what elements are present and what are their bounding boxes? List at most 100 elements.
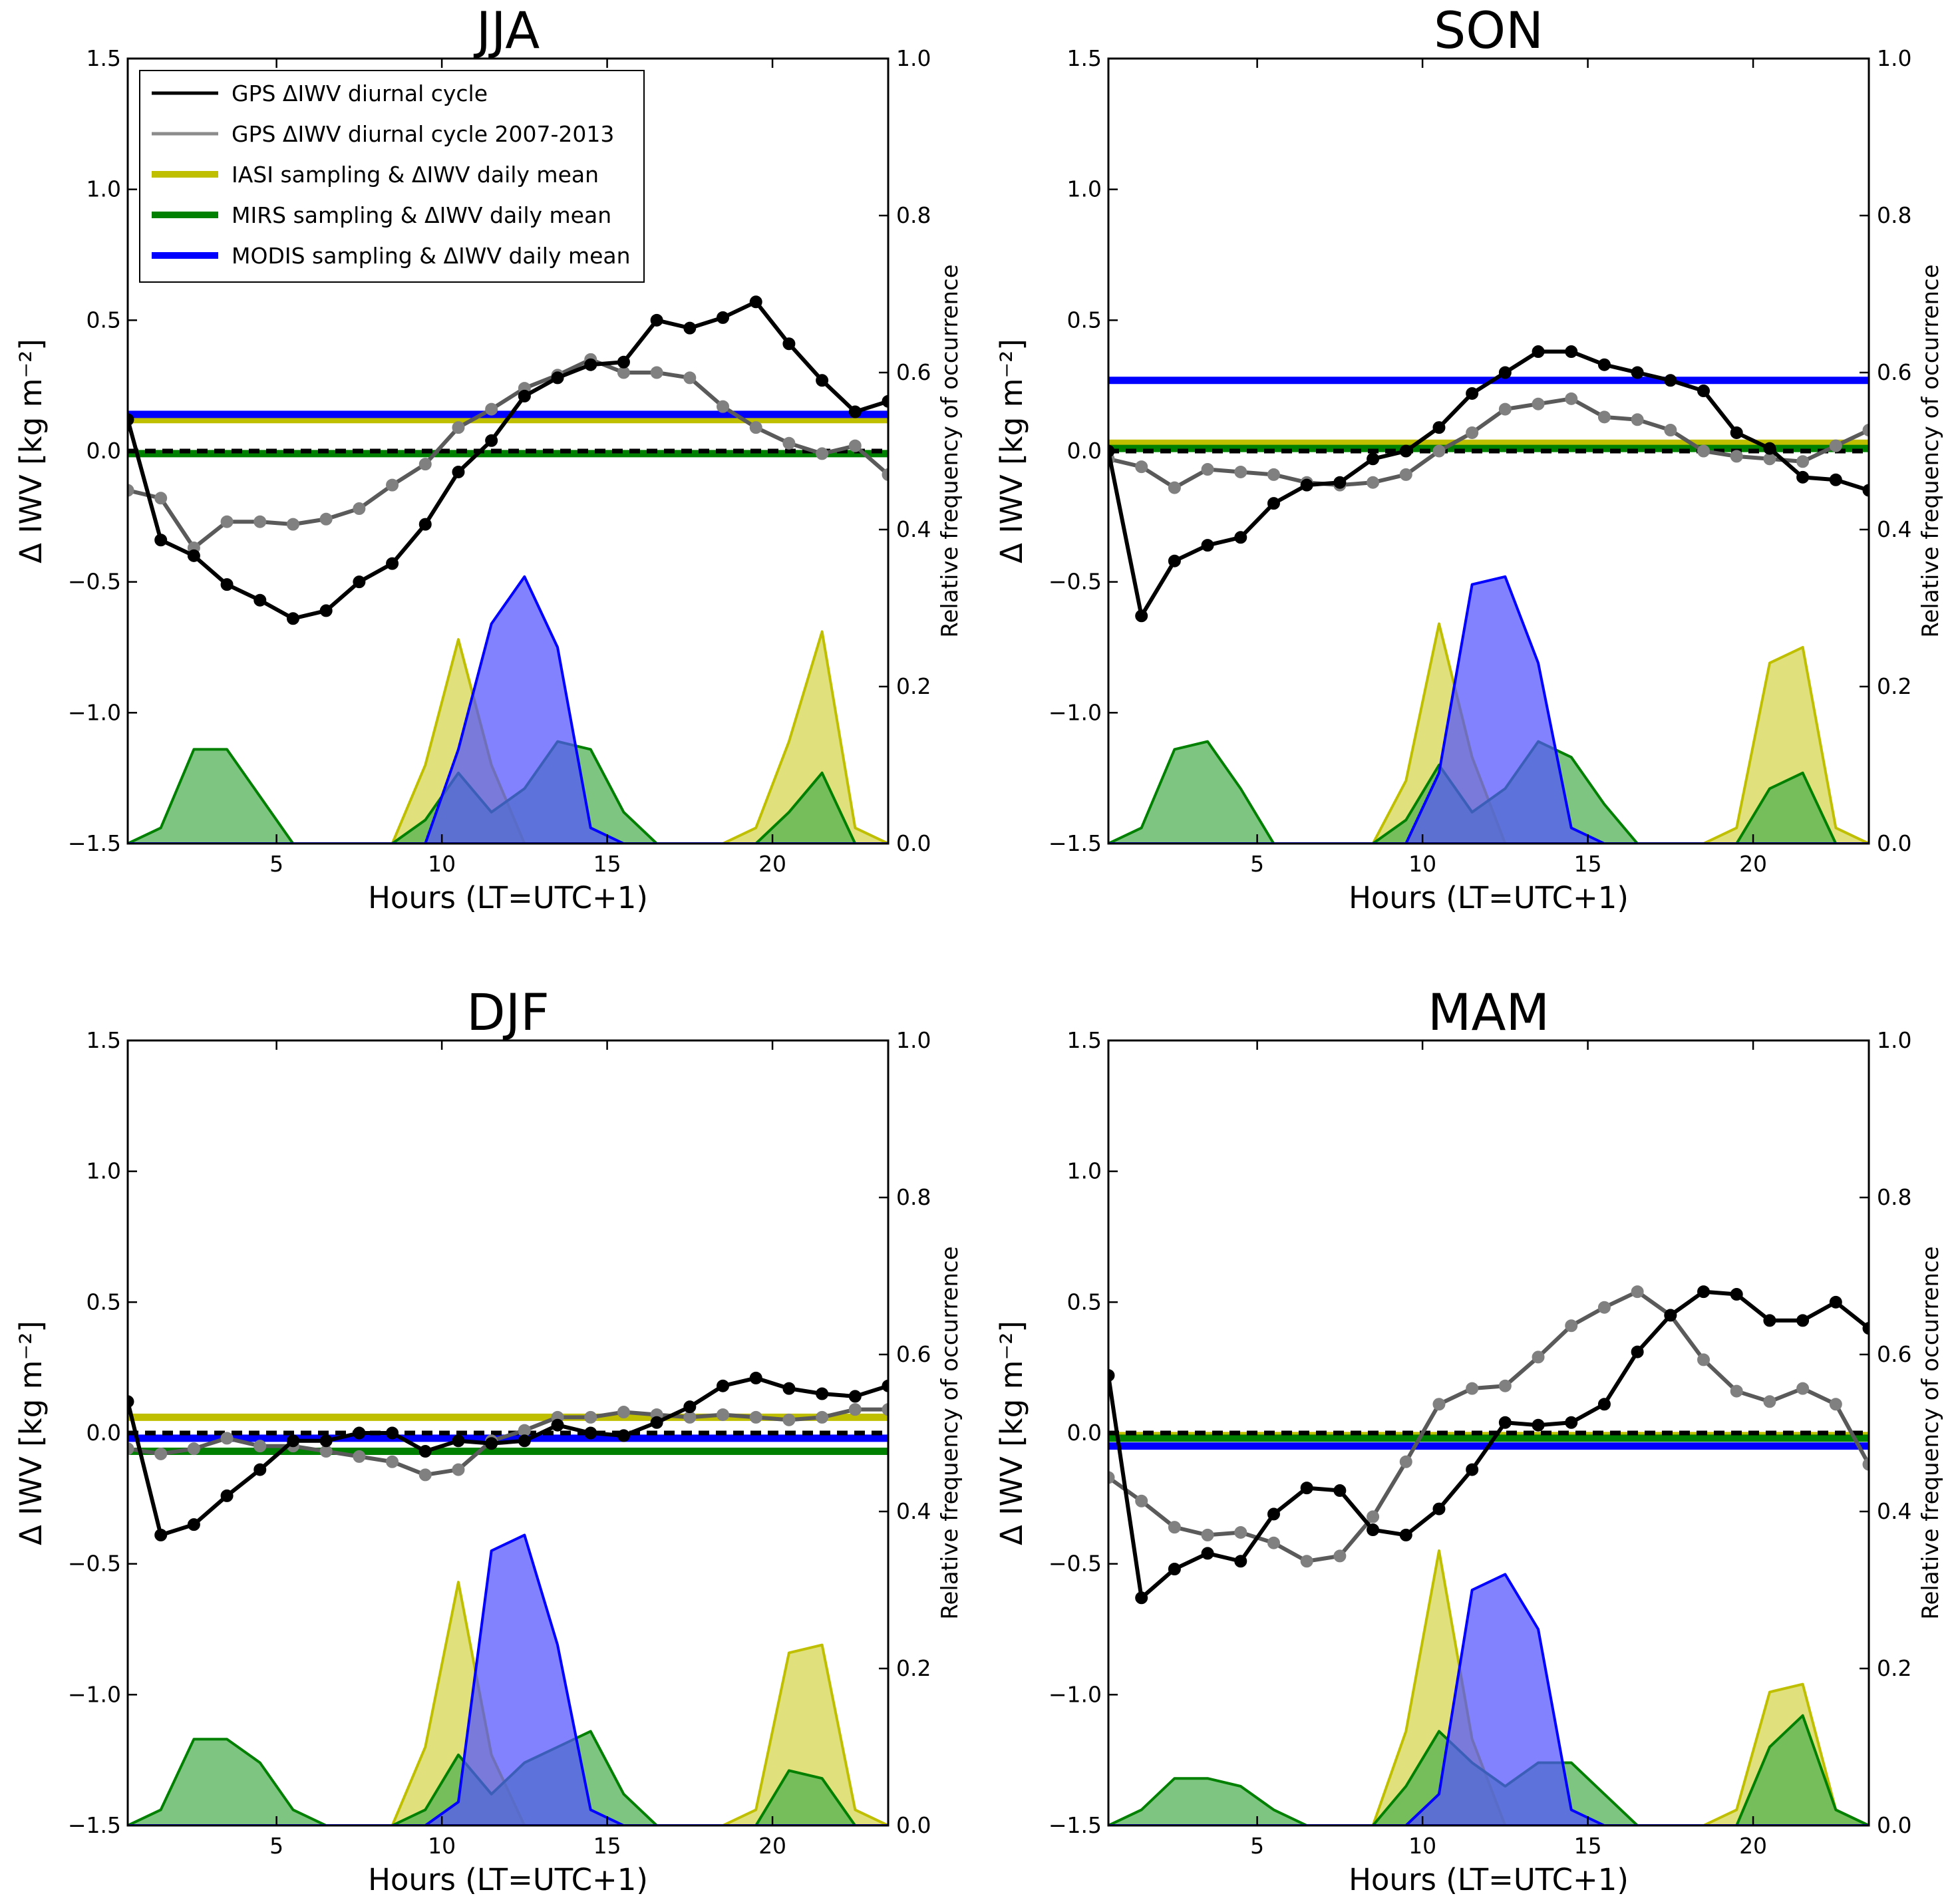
gps-clim-point: [1597, 1301, 1611, 1314]
gps-point: [1201, 1547, 1214, 1560]
x-tick-label: 10: [428, 1833, 456, 1859]
gps-point: [1597, 1398, 1611, 1411]
gps-point: [584, 1426, 597, 1440]
legend-label: IASI sampling & ΔIWV daily mean: [232, 162, 599, 188]
gps-point: [1300, 478, 1313, 492]
gps-point: [1399, 444, 1412, 458]
gps-point: [1108, 1368, 1115, 1382]
gps-clim-point: [717, 400, 730, 413]
gps-clim-point: [1267, 1536, 1280, 1549]
gps-clim-point: [452, 1463, 465, 1476]
gps-point: [816, 374, 829, 387]
gps-clim-point: [848, 1403, 862, 1416]
y-tick-label: −1.0: [68, 699, 121, 725]
gps-point: [128, 413, 134, 426]
gps-point: [1565, 345, 1578, 359]
gps-point: [650, 1416, 663, 1429]
x-axis-label: Hours (LT=UTC+1): [368, 1862, 648, 1897]
gps-point: [1829, 473, 1842, 486]
y2-tick-label: 0.6: [896, 359, 931, 385]
gps-point: [717, 311, 730, 324]
gps-clim-point: [1135, 1494, 1148, 1507]
gps-clim-point: [1108, 1471, 1115, 1484]
gps-clim-point: [1796, 455, 1810, 468]
y-tick-label: 0.0: [1067, 1420, 1102, 1446]
gps-clim-point: [319, 512, 333, 526]
gps-point: [1829, 1295, 1842, 1309]
gps-point: [1367, 452, 1380, 466]
x-axis-label: Hours (LT=UTC+1): [1349, 880, 1629, 915]
gps-point: [1466, 1463, 1479, 1476]
y2-tick-label: 0.6: [1877, 1341, 1911, 1367]
gps-clim-point: [1498, 402, 1512, 416]
y-tick-label: −0.5: [68, 569, 121, 595]
gps-clim-point: [782, 436, 796, 450]
gps-clim-point: [1201, 1528, 1214, 1541]
y2-tick-label: 0.2: [896, 673, 931, 699]
gps-point: [1796, 1314, 1810, 1327]
y-tick-label: −1.5: [1049, 830, 1102, 856]
gps-point: [187, 549, 200, 562]
gps-clim-line: [1108, 1289, 1869, 1563]
gps-clim-point: [452, 421, 465, 434]
y-tick-label: 0.0: [86, 1420, 121, 1446]
gps-clim-point: [1432, 444, 1446, 458]
gps-point: [386, 1426, 399, 1440]
gps-clim-point: [882, 468, 888, 481]
y-tick-label: 0.0: [1067, 438, 1102, 464]
y2-tick-label: 0.0: [1877, 1812, 1911, 1838]
y-tick-label: −1.5: [68, 830, 121, 856]
gps-clim-point: [816, 447, 829, 460]
y-tick-label: 1.0: [86, 176, 121, 202]
y-tick-label: 1.5: [86, 45, 121, 71]
gps-point: [683, 321, 697, 335]
gps-point: [128, 1395, 134, 1408]
y-tick-label: 0.0: [86, 438, 121, 464]
y-tick-label: 1.5: [86, 1027, 121, 1053]
y2-tick-label: 0.0: [896, 1812, 931, 1838]
gps-clim-point: [1168, 481, 1181, 494]
gps-point: [1631, 1345, 1644, 1358]
y2-tick-label: 0.8: [1877, 1184, 1911, 1210]
gps-point: [816, 1387, 829, 1400]
gps-clim-point: [1168, 1521, 1181, 1534]
modis-frequency-area: [128, 1533, 888, 1825]
gps-clim-point: [1565, 1319, 1578, 1333]
gps-clim-point: [1631, 413, 1644, 426]
gps-point: [1565, 1416, 1578, 1429]
legend-label: GPS ΔIWV diurnal cycle: [232, 80, 488, 106]
gps-point: [319, 604, 333, 617]
y-axis-label: Δ IWV [kg m⁻²]: [13, 1321, 49, 1545]
y2-tick-label: 1.0: [1877, 1027, 1911, 1053]
gps-point: [749, 295, 762, 309]
gps-point: [848, 405, 862, 418]
y2-tick-label: 0.6: [1877, 359, 1911, 385]
gps-clim-point: [253, 1440, 267, 1453]
gps-point: [418, 518, 432, 531]
y2-tick-label: 0.4: [1877, 516, 1911, 542]
gps-point: [353, 1426, 366, 1440]
y2-tick-label: 0.4: [1877, 1498, 1911, 1524]
gps-point: [452, 465, 465, 478]
gps-point: [749, 1371, 762, 1384]
gps-clim-point: [1399, 468, 1412, 481]
gps-clim-point: [1631, 1285, 1644, 1299]
y2-tick-label: 0.0: [1877, 830, 1911, 856]
y2-tick-label: 0.4: [896, 516, 931, 542]
plot-area: [128, 295, 888, 844]
gps-point: [1466, 387, 1479, 400]
gps-point: [353, 575, 366, 589]
x-axis-label: Hours (LT=UTC+1): [368, 880, 648, 915]
gps-point: [1631, 366, 1644, 379]
y-axis-label: Δ IWV [kg m⁻²]: [994, 1321, 1029, 1545]
legend: GPS ΔIWV diurnal cycle GPS ΔIWV diurnal c…: [139, 70, 645, 283]
y-tick-label: −0.5: [1049, 569, 1102, 595]
gps-point: [286, 612, 299, 625]
x-tick-label: 15: [1574, 1833, 1602, 1859]
gps-point: [253, 1463, 267, 1476]
y-tick-label: −1.0: [1049, 1681, 1102, 1707]
y2-tick-label: 1.0: [896, 1027, 931, 1053]
panel-title: JJA: [474, 1, 540, 60]
gps-point: [1763, 1314, 1776, 1327]
